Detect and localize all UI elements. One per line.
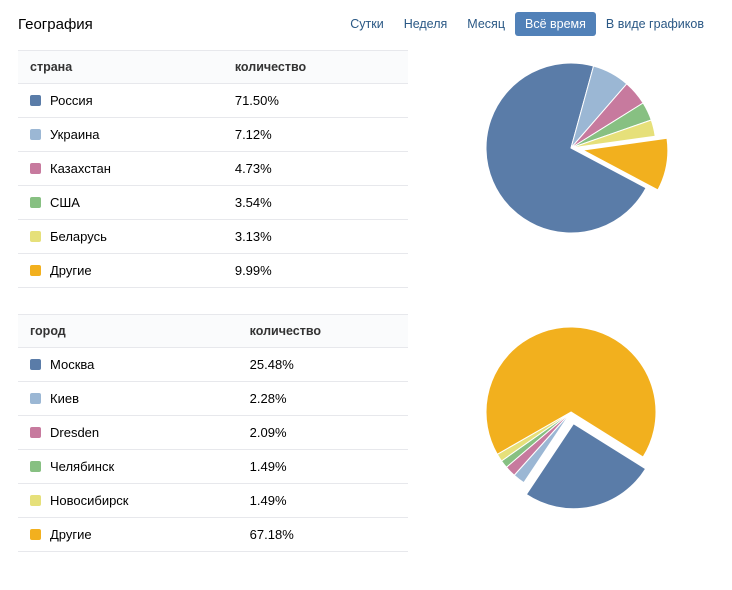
table-row: Dresden 2.09% bbox=[18, 416, 408, 450]
table-row: Казахстан 4.73% bbox=[18, 152, 408, 186]
row-label: США bbox=[50, 195, 80, 210]
page-title: География bbox=[18, 16, 93, 33]
row-label: Другие bbox=[50, 263, 92, 278]
row-label: Новосибирск bbox=[50, 493, 129, 508]
color-swatch bbox=[30, 95, 41, 106]
color-swatch bbox=[30, 495, 41, 506]
row-label: Другие bbox=[50, 527, 92, 542]
table-row: Беларусь 3.13% bbox=[18, 220, 408, 254]
color-swatch bbox=[30, 197, 41, 208]
table-row: Россия 71.50% bbox=[18, 84, 408, 118]
color-swatch bbox=[30, 393, 41, 404]
row-value: 2.28% bbox=[246, 382, 408, 416]
row-value: 67.18% bbox=[246, 518, 408, 552]
table-row: Украина 7.12% bbox=[18, 118, 408, 152]
tab-0[interactable]: Сутки bbox=[340, 12, 393, 36]
row-value: 2.09% bbox=[246, 416, 408, 450]
pie-chart-0 bbox=[451, 56, 691, 256]
row-value: 25.48% bbox=[246, 348, 408, 382]
row-value: 1.49% bbox=[246, 450, 408, 484]
color-swatch bbox=[30, 461, 41, 472]
row-label: Dresden bbox=[50, 425, 99, 440]
col-header-label: город bbox=[18, 315, 246, 348]
row-label: Киев bbox=[50, 391, 79, 406]
table-row: Новосибирск 1.49% bbox=[18, 484, 408, 518]
color-swatch bbox=[30, 529, 41, 540]
tab-1[interactable]: Неделя bbox=[394, 12, 458, 36]
pie-chart-1 bbox=[451, 320, 691, 520]
geo-section-1: городколичествоМосква25.48%Киев2.28%Dres… bbox=[18, 314, 714, 552]
row-label: Москва bbox=[50, 357, 94, 372]
table-row: Другие 9.99% bbox=[18, 254, 408, 288]
geo-table-1: городколичествоМосква25.48%Киев2.28%Dres… bbox=[18, 314, 408, 552]
col-header-label: страна bbox=[18, 51, 231, 84]
row-label: Казахстан bbox=[50, 161, 111, 176]
row-label: Беларусь bbox=[50, 229, 107, 244]
color-swatch bbox=[30, 359, 41, 370]
geo-table-0: странаколичество Россия 71.50% Украина 7.12%… bbox=[18, 50, 408, 288]
table-row: Москва 25.48% bbox=[18, 348, 408, 382]
row-value: 3.13% bbox=[231, 220, 408, 254]
col-header-value: количество bbox=[231, 51, 408, 84]
table-row: Челябинск 1.49% bbox=[18, 450, 408, 484]
row-label: Челябинск bbox=[50, 459, 114, 474]
color-swatch bbox=[30, 163, 41, 174]
color-swatch bbox=[30, 129, 41, 140]
row-label: Украина bbox=[50, 127, 100, 142]
time-tabs: СуткиНеделяМесяцВсё времяВ виде графиков bbox=[340, 12, 714, 36]
tab-3[interactable]: Всё время bbox=[515, 12, 596, 36]
row-value: 3.54% bbox=[231, 186, 408, 220]
table-row: Киев 2.28% bbox=[18, 382, 408, 416]
col-header-value: количество bbox=[246, 315, 408, 348]
row-label: Россия bbox=[50, 93, 93, 108]
tab-4[interactable]: В виде графиков bbox=[596, 12, 714, 36]
color-swatch bbox=[30, 427, 41, 438]
row-value: 71.50% bbox=[231, 84, 408, 118]
color-swatch bbox=[30, 265, 41, 276]
geo-section-0: странаколичество Россия 71.50% Украина 7.12%… bbox=[18, 50, 714, 288]
table-row: США 3.54% bbox=[18, 186, 408, 220]
row-value: 1.49% bbox=[246, 484, 408, 518]
row-value: 7.12% bbox=[231, 118, 408, 152]
tab-2[interactable]: Месяц bbox=[457, 12, 515, 36]
row-value: 9.99% bbox=[231, 254, 408, 288]
table-row: Другие 67.18% bbox=[18, 518, 408, 552]
color-swatch bbox=[30, 231, 41, 242]
row-value: 4.73% bbox=[231, 152, 408, 186]
